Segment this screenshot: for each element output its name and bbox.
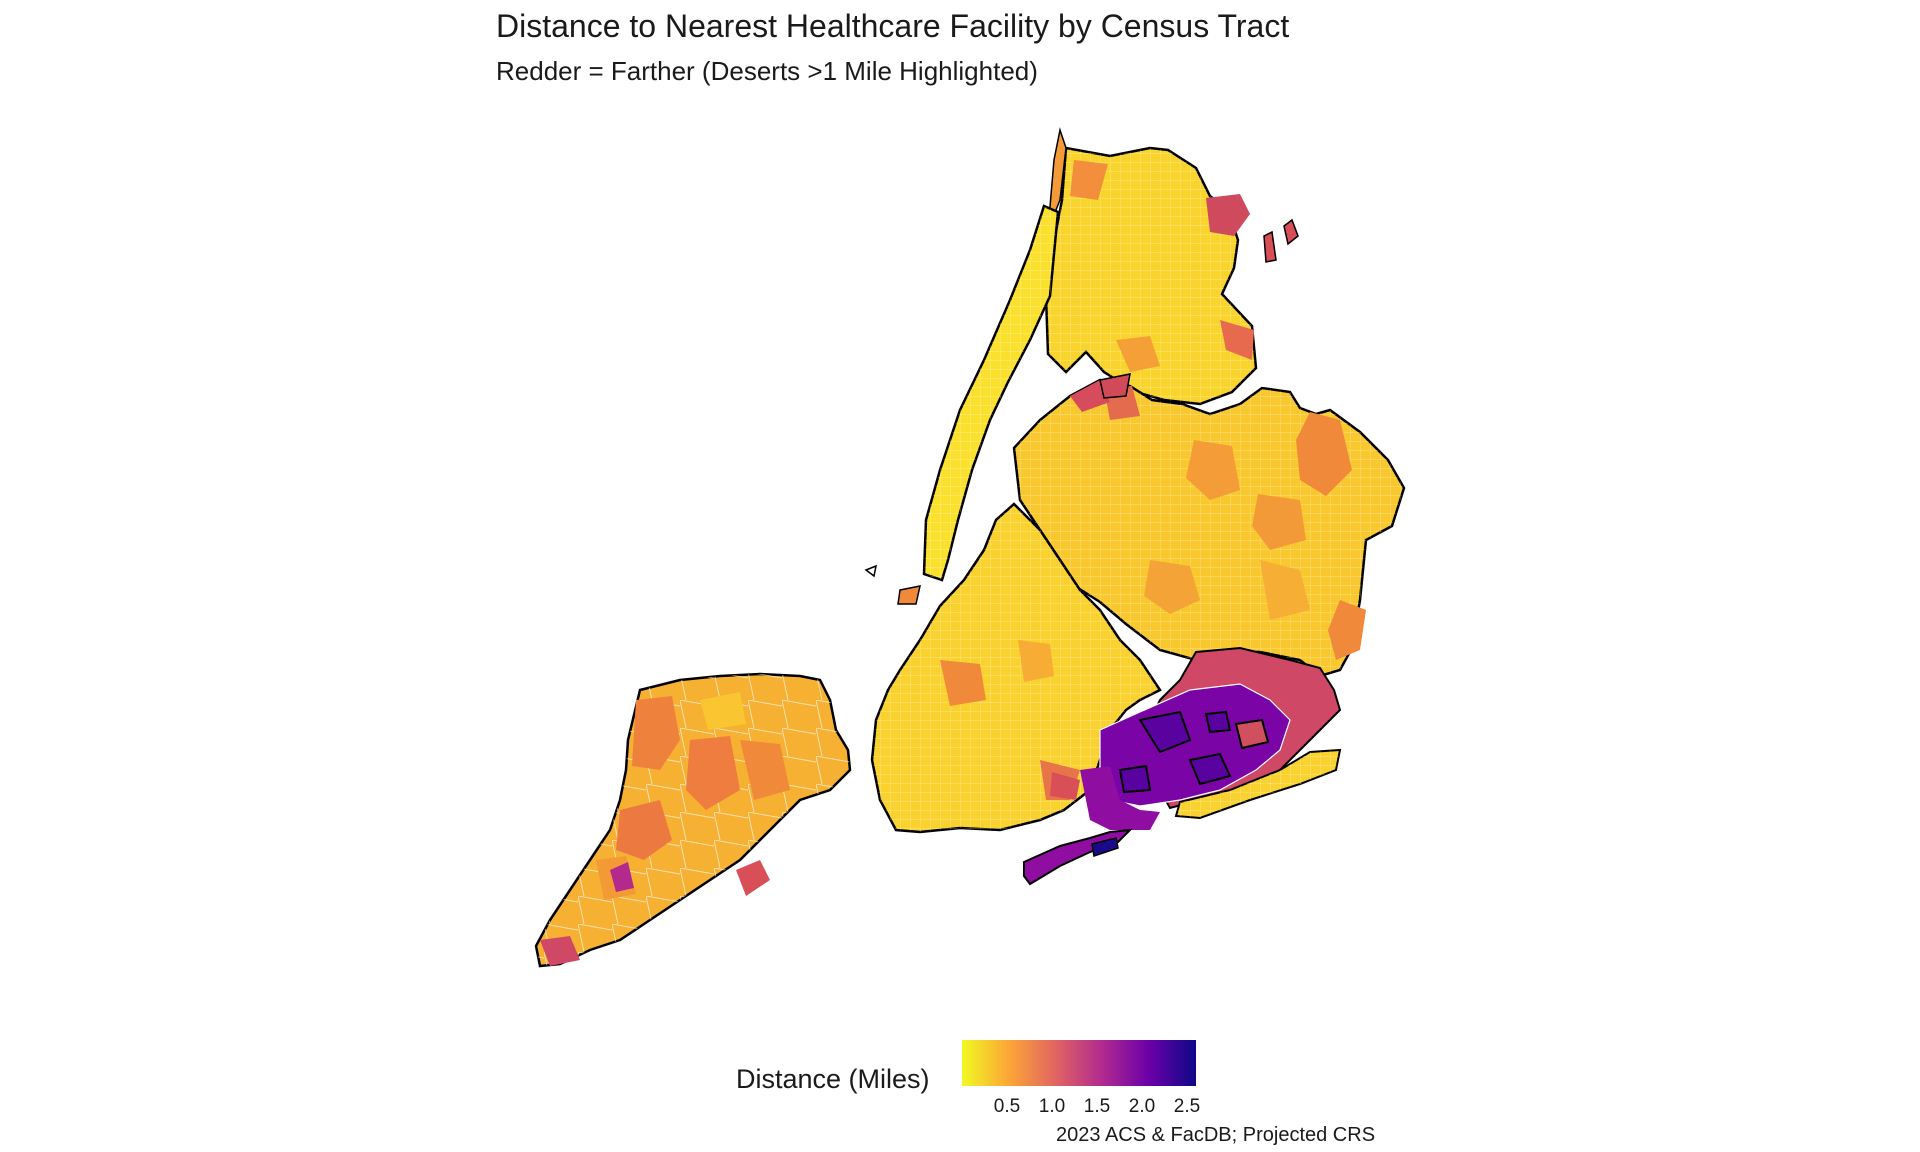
small-islands (864, 218, 1299, 605)
legend-title: Distance (Miles) (736, 1064, 930, 1094)
legend-color-bar (962, 1040, 1196, 1086)
chart-title: Distance to Nearest Healthcare Facility … (496, 8, 1290, 44)
legend-tick-label: 2.5 (1173, 1096, 1201, 1117)
brooklyn-borough (870, 502, 1162, 834)
legend-tick-label: 2.0 (1128, 1096, 1156, 1117)
rockaway-peninsula (1023, 748, 1342, 886)
chart-subtitle: Redder = Farther (Deserts >1 Mile Highli… (496, 56, 1038, 86)
legend-tick-label: 1.5 (1083, 1096, 1111, 1117)
bronx-borough (1044, 127, 1258, 406)
staten-island-borough (534, 672, 852, 968)
data-source-caption: 2023 ACS & FacDB; Projected CRS (1056, 1124, 1376, 1146)
queens-borough (1012, 378, 1406, 678)
legend-tick-label: 0.5 (993, 1096, 1021, 1117)
manhattan-borough (922, 204, 1060, 582)
legend-tick-label: 1.0 (1038, 1096, 1066, 1117)
